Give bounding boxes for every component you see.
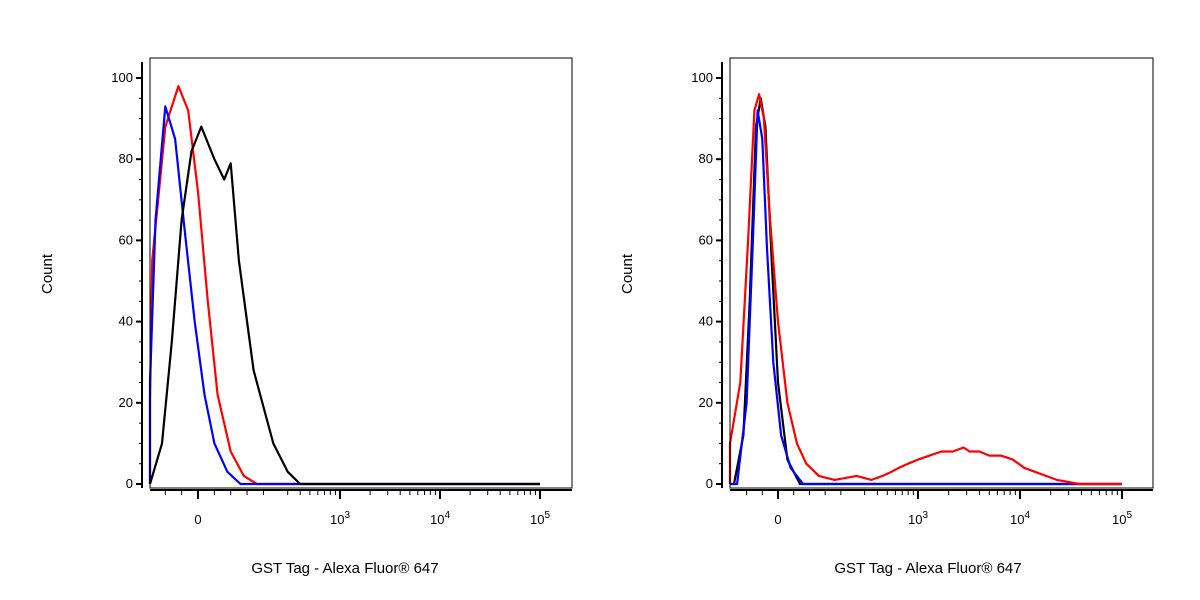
- right-y-axis: 0 20 40 60 80 100: [691, 62, 723, 491]
- right-y-axis-title: Count: [619, 253, 636, 294]
- left-panel: 0 20 40 60 80 100 0 103 104 105 Count GST Tag - …: [39, 57, 573, 577]
- left-series-group: [148, 85, 540, 486]
- right-series-red-line: [728, 93, 1122, 486]
- right-y-tick-label: 40: [699, 314, 713, 329]
- right-y-tick-label: 0: [706, 476, 713, 491]
- left-series-black-line: [148, 125, 540, 486]
- right-x-tick-label: 0: [774, 512, 781, 527]
- left-plot-frame: [149, 57, 573, 489]
- left-x-axis: 0 103 104 105: [150, 489, 572, 527]
- left-y-tick-label: 40: [119, 314, 133, 329]
- right-x-tick-label: 104: [1010, 510, 1030, 527]
- left-y-tick-label: 20: [119, 395, 133, 410]
- right-x-axis-title: GST Tag - Alexa Fluor® 647: [834, 560, 1021, 577]
- left-series-blue-line: [148, 105, 540, 486]
- right-series-blue-line: [730, 109, 1122, 486]
- left-y-tick-label: 80: [119, 151, 133, 166]
- left-y-axis: 0 20 40 60 80 100: [111, 62, 143, 491]
- right-y-tick-label: 20: [699, 395, 713, 410]
- left-x-tick-label: 0: [194, 512, 201, 527]
- right-x-axis: 0 103 104 105: [730, 489, 1153, 527]
- right-series-black-line: [730, 97, 1122, 486]
- left-x-tick-label: 103: [330, 510, 350, 527]
- right-panel: 0 20 40 60 80 100 0 103 104 105 Count GST Tag - …: [619, 57, 1154, 577]
- left-y-tick-label: 100: [111, 70, 133, 85]
- left-y-tick-label: 60: [119, 232, 133, 247]
- left-x-axis-title: GST Tag - Alexa Fluor® 647: [251, 560, 438, 577]
- right-y-tick-label: 80: [699, 151, 713, 166]
- right-x-tick-label: 103: [908, 510, 928, 527]
- right-plot-frame: [729, 57, 1154, 489]
- right-y-tick-label: 100: [691, 70, 713, 85]
- right-series-group: [728, 93, 1122, 486]
- right-y-tick-label: 60: [699, 232, 713, 247]
- left-y-axis-title: Count: [39, 253, 56, 294]
- right-x-tick-label: 105: [1112, 510, 1132, 527]
- left-x-tick-label: 105: [530, 510, 550, 527]
- left-x-tick-label: 104: [430, 510, 450, 527]
- left-y-tick-label: 0: [126, 476, 133, 491]
